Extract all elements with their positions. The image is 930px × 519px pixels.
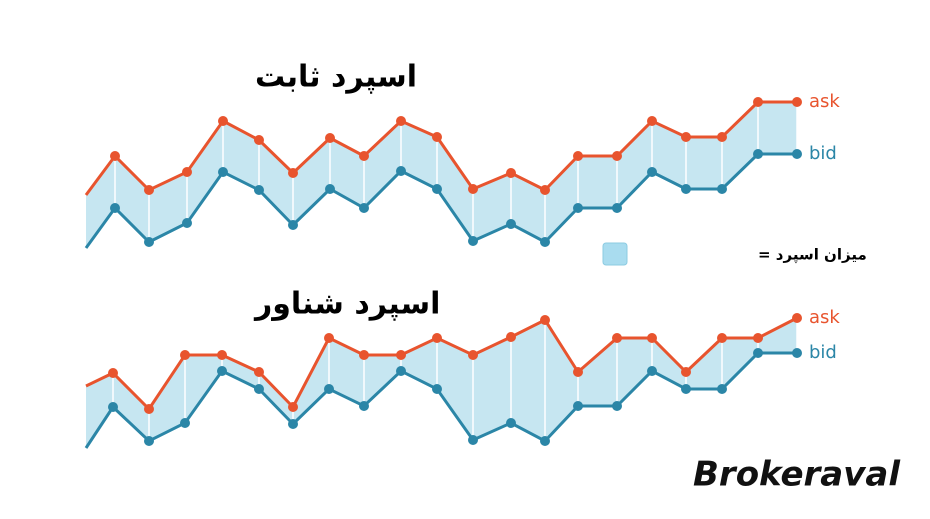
point — [325, 184, 335, 194]
chart: ask bid — [84, 307, 840, 449]
point — [218, 116, 228, 126]
legend-label: ask — [809, 307, 840, 328]
point — [180, 350, 190, 360]
point — [182, 167, 192, 177]
point — [217, 366, 227, 376]
point — [324, 384, 334, 394]
point — [506, 418, 516, 428]
legend-label: bid — [809, 342, 837, 363]
point — [396, 366, 406, 376]
point — [182, 218, 192, 228]
point — [108, 402, 118, 412]
point — [110, 203, 120, 213]
point — [359, 401, 369, 411]
legend-label: ask — [809, 91, 840, 112]
point — [468, 184, 478, 194]
point — [254, 185, 264, 195]
point — [396, 166, 406, 176]
point — [540, 237, 550, 247]
point — [218, 167, 228, 177]
point — [717, 184, 727, 194]
point — [108, 368, 118, 378]
chart-title: اسپرد شناور — [253, 287, 440, 322]
point — [254, 384, 264, 394]
point — [573, 203, 583, 213]
point — [753, 149, 763, 159]
point — [540, 185, 550, 195]
point — [254, 367, 264, 377]
chart-title: اسپرد ثابت — [255, 60, 417, 95]
point — [647, 333, 657, 343]
point — [612, 203, 622, 213]
point — [573, 151, 583, 161]
point — [753, 348, 763, 358]
point — [647, 167, 657, 177]
point — [432, 333, 442, 343]
point — [254, 135, 264, 145]
point — [717, 132, 727, 142]
point — [717, 333, 727, 343]
point — [432, 132, 442, 142]
point — [681, 384, 691, 394]
point — [432, 184, 442, 194]
point — [396, 116, 406, 126]
point — [288, 220, 298, 230]
point — [144, 237, 154, 247]
point — [432, 384, 442, 394]
chart: ask bid — [84, 91, 840, 249]
point — [217, 350, 227, 360]
point — [359, 350, 369, 360]
point — [325, 133, 335, 143]
point — [573, 401, 583, 411]
point — [681, 132, 691, 142]
legend-label: bid — [809, 143, 837, 164]
point — [144, 185, 154, 195]
point — [612, 401, 622, 411]
point — [468, 236, 478, 246]
point — [144, 436, 154, 446]
spread-area — [86, 318, 797, 448]
point — [792, 97, 802, 107]
point — [681, 184, 691, 194]
point — [359, 151, 369, 161]
point — [144, 404, 154, 414]
point — [110, 151, 120, 161]
point — [396, 350, 406, 360]
point — [324, 333, 334, 343]
point — [612, 151, 622, 161]
point — [792, 149, 802, 159]
point — [540, 436, 550, 446]
point — [180, 418, 190, 428]
point — [288, 419, 298, 429]
point — [753, 333, 763, 343]
legend-label: میزان اسپرد = — [758, 246, 867, 265]
point — [573, 367, 583, 377]
point — [288, 168, 298, 178]
point — [647, 366, 657, 376]
point — [792, 313, 802, 323]
point — [612, 333, 622, 343]
point — [647, 116, 657, 126]
point — [468, 350, 478, 360]
point — [540, 315, 550, 325]
point — [506, 168, 516, 178]
point — [717, 384, 727, 394]
point — [792, 348, 802, 358]
point — [288, 402, 298, 412]
point — [468, 435, 478, 445]
spread-area — [86, 102, 797, 248]
point — [359, 203, 369, 213]
point — [681, 367, 691, 377]
legend-swatch — [602, 242, 628, 266]
point — [506, 332, 516, 342]
point — [506, 219, 516, 229]
point — [753, 97, 763, 107]
brand-logo: Brokeraval — [693, 455, 901, 495]
